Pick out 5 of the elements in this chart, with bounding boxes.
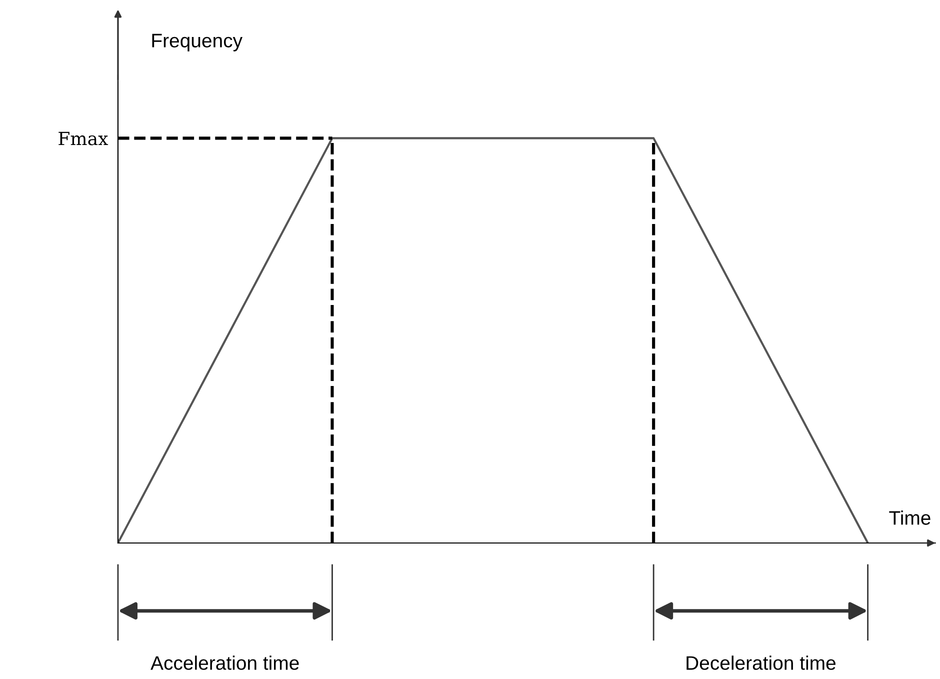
y-axis-title: Frequency <box>152 34 242 52</box>
text: Deceleration time <box>686 656 836 670</box>
x-axis-title: Time <box>889 510 930 525</box>
text: Acceleration time <box>150 656 299 670</box>
ref-line-label: Fmax <box>58 132 108 146</box>
